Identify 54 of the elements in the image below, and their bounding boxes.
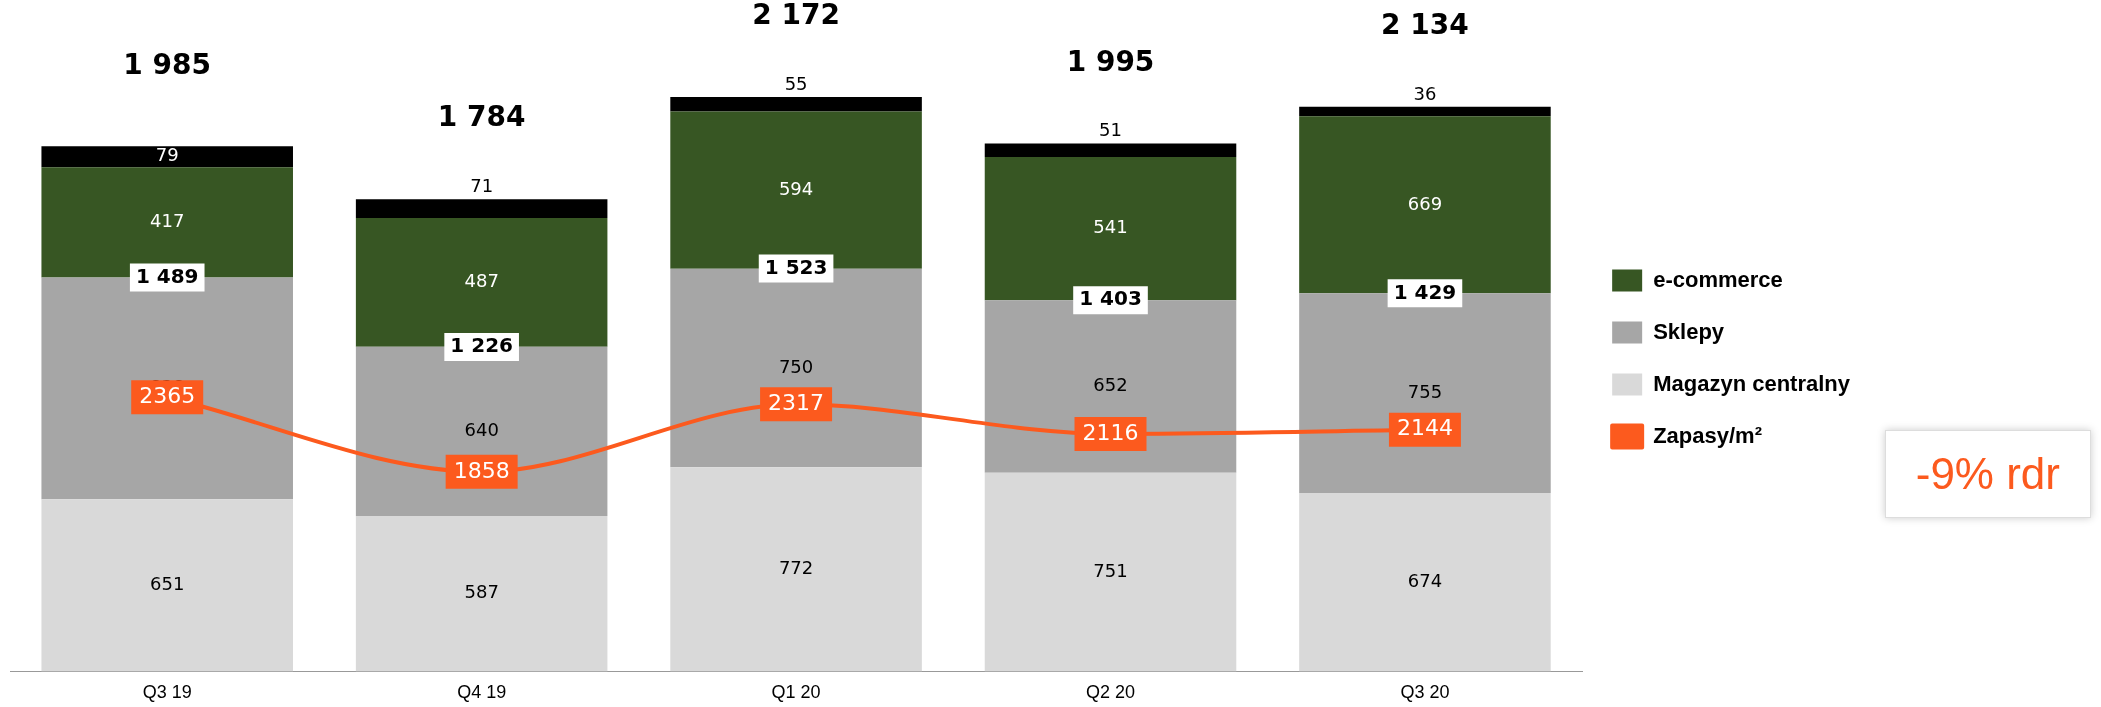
x-tick-label: Q2 20 <box>1085 682 1136 703</box>
data-label: 55 <box>784 72 808 94</box>
annotation: 1 429 <box>1393 279 1457 304</box>
data-label: 541 <box>1093 216 1128 238</box>
data-label: 2365 <box>139 383 196 409</box>
total-label: 1 784 <box>437 100 526 134</box>
annotation: 1 403 <box>1079 286 1142 311</box>
data-label: 2144 <box>1396 415 1453 441</box>
data-label: 36 <box>1413 82 1437 104</box>
data-label: 674 <box>1407 569 1443 591</box>
data-label: 669 <box>1407 192 1443 214</box>
data-label: 2116 <box>1082 419 1139 445</box>
x-tick-label: Q3 19 <box>142 682 192 703</box>
legend-label: Magazyn centralny <box>1653 370 1851 396</box>
bar <box>1299 106 1551 117</box>
legend-label: e-commerce <box>1653 266 1783 292</box>
data-label: 71 <box>470 174 494 196</box>
data-label: 51 <box>1099 119 1122 141</box>
data-label: 417 <box>150 209 185 231</box>
data-label: 79 <box>155 144 179 166</box>
bar <box>355 516 608 672</box>
data-label: 651 <box>150 572 185 594</box>
bar <box>1299 493 1551 672</box>
bar <box>355 199 608 218</box>
text: -9% rdr <box>1884 430 2091 518</box>
bar <box>984 472 1237 672</box>
bar <box>984 143 1237 158</box>
data-label: 755 <box>1407 380 1443 402</box>
data-label: 587 <box>464 581 499 603</box>
bar <box>670 97 922 112</box>
total-label: 2 134 <box>1381 8 1469 42</box>
x-tick-label: Q3 20 <box>1400 682 1450 703</box>
x-tick-label: Q4 19 <box>457 682 507 703</box>
data-label: 2317 <box>768 390 825 416</box>
annotation: 1 523 <box>764 254 828 279</box>
bar <box>41 499 293 672</box>
annotation: 1 489 <box>135 263 199 288</box>
data-label: 487 <box>464 270 499 292</box>
legend-label: Sklepy <box>1653 318 1725 344</box>
data-label: 1858 <box>453 457 510 483</box>
data-label: 594 <box>778 177 814 199</box>
total-label: 1 985 <box>123 47 212 81</box>
data-label: 652 <box>1093 374 1128 396</box>
bar <box>670 467 922 672</box>
legend-label: Zapasy/m² <box>1653 422 1762 448</box>
data-label: 772 <box>778 556 814 578</box>
data-label: 751 <box>1093 559 1128 581</box>
bar <box>41 146 293 168</box>
data-label: 750 <box>778 355 814 377</box>
data-label: 640 <box>464 419 499 441</box>
total-label: 1 995 <box>1066 44 1155 78</box>
x-tick-label: Q1 20 <box>771 682 821 703</box>
annotation: 1 226 <box>450 333 513 358</box>
total-label: 2 172 <box>752 0 840 32</box>
